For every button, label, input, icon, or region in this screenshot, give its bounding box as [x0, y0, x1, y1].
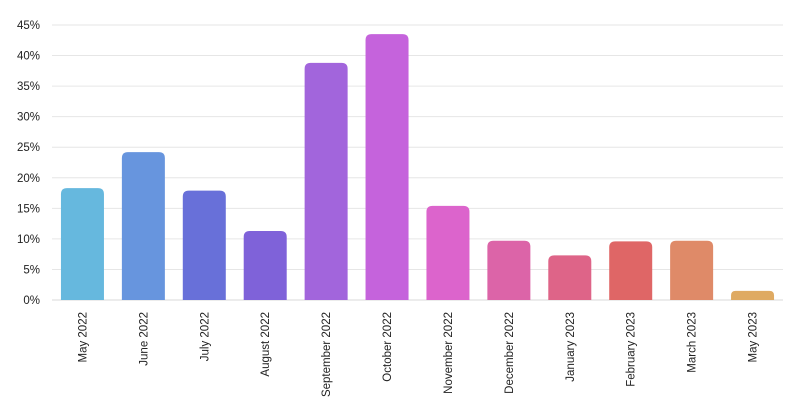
x-axis-ticks: May 2022 June 2022 July 2022 August 2022 Sep… [77, 312, 759, 397]
x-tick-label: October 2022 [382, 312, 394, 382]
x-tick-label: February 2023 [626, 312, 638, 387]
y-tick-label: 5% [23, 264, 40, 276]
x-tick-label: August 2022 [260, 312, 272, 377]
x-tick-label: November 2022 [443, 312, 455, 394]
bar [609, 241, 653, 300]
y-tick-label: 30% [17, 112, 40, 124]
bar [121, 152, 165, 300]
x-tick-label: June 2022 [138, 312, 150, 366]
y-tick-label: 15% [17, 203, 40, 215]
y-tick-label: 40% [17, 51, 40, 63]
x-tick-label: January 2023 [565, 312, 577, 382]
y-tick-label: 0% [23, 295, 40, 307]
x-tick-label: May 2022 [77, 312, 89, 363]
bar [731, 290, 775, 300]
x-tick-label: September 2022 [321, 312, 333, 397]
y-tick-label: 35% [17, 81, 40, 93]
bar [670, 240, 714, 300]
y-tick-label: 25% [17, 142, 40, 154]
bar [182, 190, 226, 300]
bar [365, 34, 409, 301]
bar [426, 205, 470, 300]
y-axis-ticks: 0% 5% 10% 15% 20% 25% 30% 35% 40% 45% [17, 20, 40, 307]
bar [487, 240, 531, 300]
y-tick-label: 10% [17, 234, 40, 246]
x-tick-label: March 2023 [687, 312, 699, 373]
x-tick-label: May 2023 [748, 312, 760, 363]
gridlines [52, 24, 783, 301]
x-tick-label: July 2022 [199, 312, 211, 361]
bar [60, 188, 104, 300]
bars [60, 34, 775, 301]
bar [304, 62, 348, 301]
bar [548, 255, 592, 300]
y-tick-label: 20% [17, 173, 40, 185]
y-tick-label: 45% [17, 20, 40, 32]
bar [243, 230, 287, 300]
x-tick-label: December 2022 [504, 312, 516, 394]
